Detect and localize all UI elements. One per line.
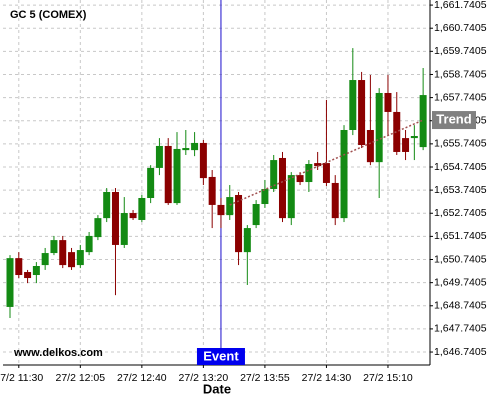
x-tick-label: 27/2 11:30 xyxy=(0,372,43,384)
candle-body xyxy=(191,142,199,151)
candle-body xyxy=(182,148,190,151)
candle-body xyxy=(410,136,418,139)
candle-body xyxy=(261,188,269,205)
x-tick-label: 27/2 12:40 xyxy=(117,372,167,384)
candle-body xyxy=(76,250,84,266)
y-tick-label: 1,648.7405 xyxy=(434,300,487,312)
candle-body xyxy=(94,218,102,238)
trend-line xyxy=(229,119,424,206)
y-tick-label: 1,650.7405 xyxy=(434,253,487,265)
y-tick-label: 1,657.7405 xyxy=(434,91,487,103)
candle-body xyxy=(419,95,427,148)
x-tick-label: 27/2 15:10 xyxy=(363,372,413,384)
y-tick-label: 1,653.7405 xyxy=(434,184,487,196)
candle-body xyxy=(243,228,251,253)
candle-body xyxy=(287,175,295,219)
candle-body xyxy=(305,163,313,183)
x-tick-label: 27/2 13:20 xyxy=(179,372,229,384)
candle-body xyxy=(235,194,243,253)
candle-body xyxy=(15,258,23,276)
candle-body xyxy=(173,148,181,204)
candle-body xyxy=(314,163,322,167)
candle-body xyxy=(103,191,111,219)
candle-body xyxy=(138,197,146,220)
candle-body xyxy=(208,176,216,205)
candle-body xyxy=(32,266,40,276)
candle-body xyxy=(111,191,119,245)
y-tick-label: 1,647.7405 xyxy=(434,323,487,335)
candle-body xyxy=(217,204,225,216)
candle-body xyxy=(252,204,260,226)
x-axis-title: Date xyxy=(203,381,231,396)
candle-body xyxy=(270,160,278,189)
candle-body xyxy=(226,197,234,216)
trend-label: Trend xyxy=(436,111,471,126)
candle-body xyxy=(366,129,374,163)
candle-body xyxy=(384,92,392,112)
event-label-box xyxy=(196,348,245,365)
y-tick-label: 1,651.7405 xyxy=(434,230,487,242)
y-tick-label: 1,659.7405 xyxy=(434,45,487,57)
y-tick-label: 1,661.7405 xyxy=(434,0,487,11)
candle-body xyxy=(68,252,76,268)
candle-body xyxy=(402,138,410,152)
candle-body xyxy=(120,213,128,245)
candle-body xyxy=(59,240,67,266)
x-tick-label: 27/2 14:30 xyxy=(302,372,352,384)
candle-body xyxy=(393,111,401,152)
y-tick-label: 1,649.7405 xyxy=(434,276,487,288)
candle-body xyxy=(296,175,304,183)
watermark: www.delkos.com xyxy=(13,347,103,359)
y-tick-label: 1,658.7405 xyxy=(434,68,487,80)
candle-body xyxy=(147,167,155,198)
chart-title: GC 5 (COMEX) xyxy=(10,9,87,21)
candle-body xyxy=(358,80,366,146)
candle-body xyxy=(322,163,330,183)
candle-body xyxy=(340,129,348,219)
trend-label-box xyxy=(432,111,476,130)
candle-body xyxy=(199,142,207,179)
y-tick-label: 1,655.7405 xyxy=(434,138,487,150)
event-label: Event xyxy=(203,348,239,363)
candle-body xyxy=(85,235,93,253)
y-tick-label: 1,660.7405 xyxy=(434,22,487,34)
candle-body xyxy=(50,240,58,254)
candle-body xyxy=(349,80,357,130)
candle-body xyxy=(41,253,49,266)
candle-body xyxy=(278,157,286,219)
x-tick-label: 27/2 13:55 xyxy=(240,372,290,384)
candle-body xyxy=(6,258,14,307)
y-tick-label: 1,654.7405 xyxy=(434,161,487,173)
candle-body xyxy=(164,145,172,204)
y-tick-label: 1,652.7405 xyxy=(434,207,487,219)
candle-body xyxy=(129,213,137,219)
candle-body xyxy=(155,145,163,168)
x-tick-label: 27/2 12:05 xyxy=(55,372,105,384)
candle-body xyxy=(331,182,339,219)
candle-body xyxy=(24,272,32,279)
y-tick-label: 1,646.7405 xyxy=(434,346,487,358)
candle-body xyxy=(375,92,383,163)
